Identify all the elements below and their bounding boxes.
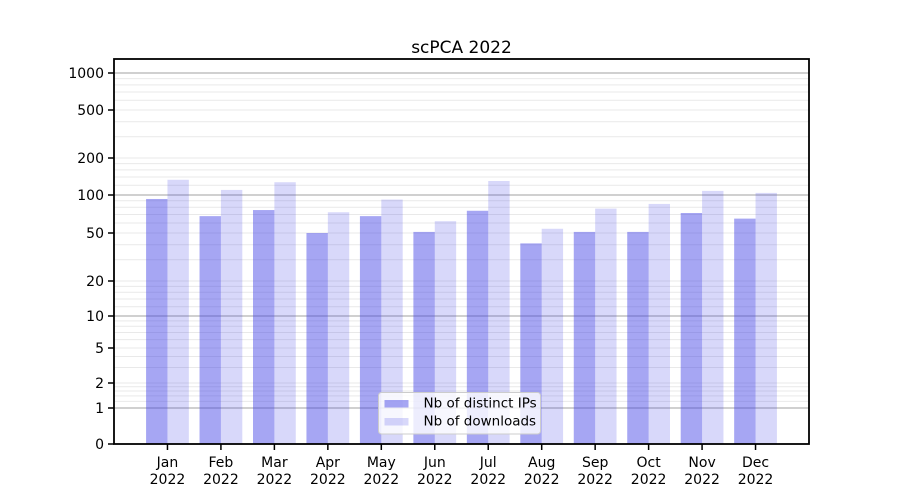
y-tick-label: 500 xyxy=(77,103,104,119)
x-tick-label-year: 2022 xyxy=(524,472,560,488)
x-tick-label-month: Dec xyxy=(742,455,769,471)
gridlines xyxy=(114,72,809,409)
bar-downloads-oct xyxy=(648,203,670,444)
bar-downloads-feb xyxy=(220,189,243,444)
bar-downloads-jun xyxy=(434,221,457,444)
axis-ticks-and-labels: 01251020501002005001000Jan2022Feb2022Mar… xyxy=(68,66,773,488)
bar-distinct-ips-feb xyxy=(199,216,221,444)
y-tick-label: 20 xyxy=(86,274,104,290)
x-tick-label-month: Jul xyxy=(479,455,497,471)
legend: Nb of distinct IPs Nb of downloads xyxy=(378,392,541,435)
x-tick-label-year: 2022 xyxy=(577,472,613,488)
legend-swatch-downloads xyxy=(384,418,409,426)
x-tick-label-month: May xyxy=(367,455,396,471)
bars xyxy=(146,179,777,445)
y-tick-label: 50 xyxy=(86,226,104,242)
legend-label-distinct-ips: Nb of distinct IPs xyxy=(424,396,537,412)
x-tick-label-month: Sep xyxy=(582,455,609,471)
bar-distinct-ips-jun xyxy=(413,231,435,444)
bar-downloads-dec xyxy=(755,192,777,444)
x-tick-label-year: 2022 xyxy=(738,472,774,488)
bar-downloads-mar xyxy=(274,182,296,445)
x-tick-label-year: 2022 xyxy=(257,472,293,488)
bar-distinct-ips-jul xyxy=(466,210,489,444)
bar-downloads-sep xyxy=(595,208,617,444)
bar-distinct-ips-nov xyxy=(680,213,703,444)
y-tick-label: 5 xyxy=(95,341,104,357)
x-tick-label-month: Mar xyxy=(261,455,288,471)
bar-distinct-ips-apr xyxy=(306,233,328,444)
bar-distinct-ips-sep xyxy=(573,231,596,444)
y-tick-label: 1 xyxy=(95,401,104,417)
y-tick-label: 2 xyxy=(95,376,104,392)
x-tick-label-month: Oct xyxy=(637,455,662,471)
plot-frame xyxy=(113,58,810,445)
bar-downloads-jan xyxy=(167,179,189,444)
x-tick-label-year: 2022 xyxy=(631,472,667,488)
x-tick-label-year: 2022 xyxy=(363,472,399,488)
bar-downloads-aug xyxy=(541,228,564,444)
y-tick-label: 200 xyxy=(77,151,104,167)
y-tick-label: 0 xyxy=(95,437,104,453)
bar-distinct-ips-jan xyxy=(146,198,168,444)
x-tick-label-year: 2022 xyxy=(470,472,506,488)
bar-downloads-apr xyxy=(327,212,350,444)
x-tick-label-month: Apr xyxy=(316,455,340,471)
bar-downloads-may xyxy=(381,199,403,444)
legend-box xyxy=(378,392,541,435)
x-tick-label-year: 2022 xyxy=(150,472,186,488)
y-tick-label: 1000 xyxy=(68,66,104,82)
bar-distinct-ips-may xyxy=(359,216,382,444)
bar-distinct-ips-oct xyxy=(627,231,649,444)
x-tick-label-year: 2022 xyxy=(684,472,720,488)
bar-distinct-ips-mar xyxy=(253,210,275,444)
x-tick-label-month: Jan xyxy=(156,455,179,471)
x-tick-label-month: Feb xyxy=(209,455,234,471)
x-tick-label-month: Nov xyxy=(688,455,715,471)
bar-distinct-ips-dec xyxy=(734,218,756,444)
legend-label-downloads: Nb of downloads xyxy=(424,414,537,430)
bar-downloads-jul xyxy=(488,180,510,445)
x-tick-label-year: 2022 xyxy=(417,472,453,488)
bar-downloads-nov xyxy=(702,190,724,444)
x-tick-label-year: 2022 xyxy=(310,472,346,488)
x-tick-label-month: Aug xyxy=(528,455,555,471)
legend-swatch-distinct-ips xyxy=(384,400,409,408)
x-tick-label-month: Jun xyxy=(423,455,446,471)
y-tick-label: 10 xyxy=(86,309,104,325)
x-tick-label-year: 2022 xyxy=(203,472,239,488)
y-tick-label: 100 xyxy=(77,188,104,204)
chart-title: scPCA 2022 xyxy=(411,38,512,58)
